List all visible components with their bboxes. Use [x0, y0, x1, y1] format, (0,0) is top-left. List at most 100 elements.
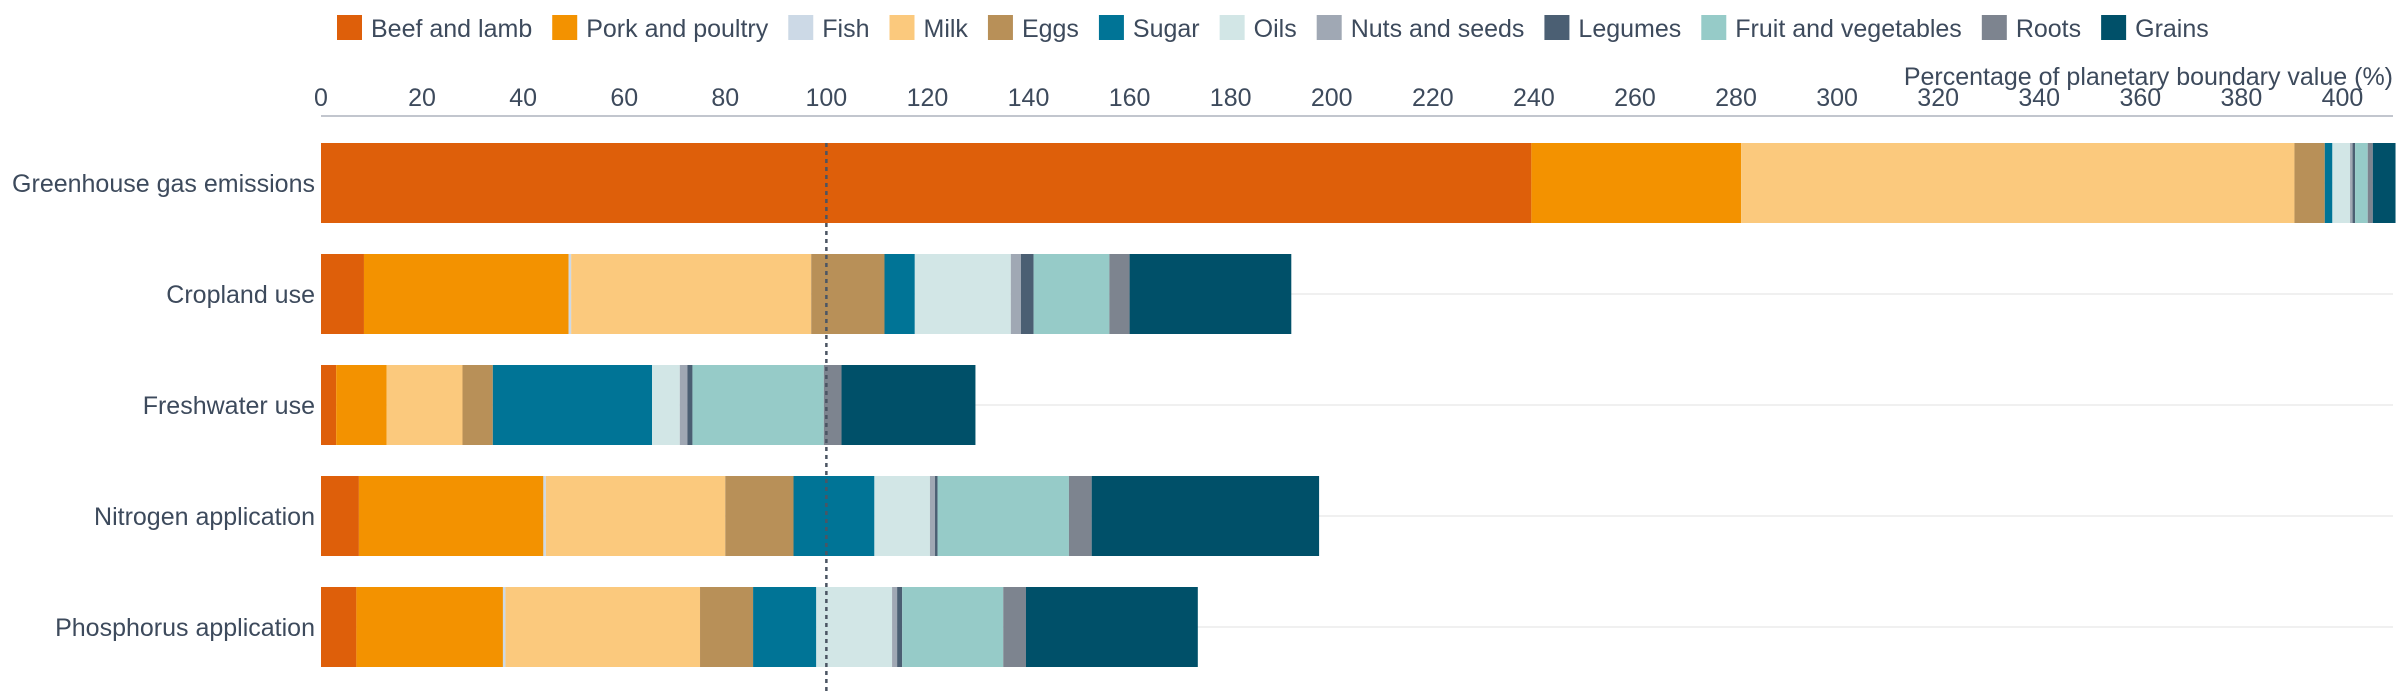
- legend-item-oils: Oils: [1219, 15, 1297, 43]
- bar-segment-nitrogen-application-oils: [874, 476, 930, 556]
- legend-swatch: [889, 15, 915, 40]
- x-tick-label-160: 160: [1109, 84, 1151, 112]
- bar-segment-freshwater-use-grains: [841, 365, 976, 445]
- bar-segment-cropland-use-pork-and-poultry: [363, 254, 569, 334]
- bar-cropland-use: [321, 254, 1292, 334]
- legend-swatch: [2101, 15, 2127, 40]
- legend-swatch: [1981, 15, 2007, 40]
- bar-segment-phosphorus-application-beef-and-lamb: [321, 587, 357, 667]
- x-tick-label-320: 320: [1917, 84, 1959, 112]
- bar-segment-cropland-use-roots: [1109, 254, 1130, 334]
- category-label-freshwater-use: Freshwater use: [143, 392, 315, 420]
- bar-segment-greenhouse-gas-emissions-legumes: [2352, 143, 2356, 223]
- x-axis: Percentage of planetary boundary value (…: [314, 63, 2393, 117]
- bar-segment-greenhouse-gas-emissions-roots: [2367, 143, 2373, 223]
- bar-segment-phosphorus-application-roots: [1003, 587, 1026, 667]
- bar-greenhouse-gas-emissions: [321, 143, 2396, 223]
- bar-segment-phosphorus-application-oils: [816, 587, 893, 667]
- bar-segment-nitrogen-application-nuts-and-seeds: [929, 476, 936, 556]
- bar-segment-cropland-use-fruit-and-vegetables: [1033, 254, 1110, 334]
- legend-item-fish: Fish: [788, 15, 870, 43]
- category-label-nitrogen-application: Nitrogen application: [94, 503, 315, 531]
- bar-segment-phosphorus-application-milk: [505, 587, 701, 667]
- legend-swatch: [1544, 15, 1570, 40]
- x-tick-label-360: 360: [2119, 84, 2161, 112]
- bar-segment-freshwater-use-legumes: [687, 365, 693, 445]
- bar-segment-nitrogen-application-pork-and-poultry: [358, 476, 544, 556]
- bar-segment-freshwater-use-fruit-and-vegetables: [692, 365, 824, 445]
- bar-segment-greenhouse-gas-emissions-oils: [2332, 143, 2351, 223]
- legend-swatch: [337, 15, 362, 40]
- x-tick-label-0: 0: [314, 84, 328, 112]
- x-tick-label-300: 300: [1816, 84, 1858, 112]
- bar-segment-freshwater-use-sugar: [492, 365, 653, 445]
- bar-segment-cropland-use-beef-and-lamb: [321, 254, 364, 334]
- legend-item-pork-and-poultry: Pork and poultry: [552, 15, 769, 43]
- legend-swatch: [1701, 15, 1727, 40]
- legend-label: Pork and poultry: [586, 15, 769, 43]
- bar-segment-phosphorus-application-nuts-and-seeds: [892, 587, 898, 667]
- bar-segment-cropland-use-oils: [914, 254, 1011, 334]
- legend-item-nuts-and-seeds: Nuts and seeds: [1316, 15, 1525, 43]
- category-label-cropland-use: Cropland use: [166, 281, 315, 309]
- legend-swatch: [1219, 15, 1245, 40]
- bar-nitrogen-application: [321, 476, 1320, 556]
- x-tick-label-120: 120: [907, 84, 949, 112]
- bar-segment-nitrogen-application-milk: [545, 476, 726, 556]
- bar-segment-freshwater-use-eggs: [462, 365, 493, 445]
- bar-segment-greenhouse-gas-emissions-grains: [2372, 143, 2396, 223]
- bar-segment-cropland-use-nuts-and-seeds: [1010, 254, 1021, 334]
- bar-segment-nitrogen-application-grains: [1091, 476, 1320, 556]
- bar-segment-cropland-use-grains: [1129, 254, 1292, 334]
- x-tick-label-340: 340: [2018, 84, 2060, 112]
- bar-segment-nitrogen-application-fruit-and-vegetables: [937, 476, 1069, 556]
- legend-swatch: [987, 15, 1013, 40]
- bar-segment-freshwater-use-nuts-and-seeds: [679, 365, 688, 445]
- bar-segment-nitrogen-application-eggs: [725, 476, 794, 556]
- bar-segment-phosphorus-application-fruit-and-vegetables: [902, 587, 1004, 667]
- bar-segment-cropland-use-legumes: [1020, 254, 1034, 334]
- legend-label: Eggs: [1022, 15, 1079, 43]
- x-tick-label-60: 60: [610, 84, 638, 112]
- bar-segment-greenhouse-gas-emissions-beef-and-lamb: [321, 143, 1532, 223]
- bar-segment-cropland-use-eggs: [811, 254, 885, 334]
- legend-label: Beef and lamb: [371, 15, 532, 43]
- bar-segment-greenhouse-gas-emissions-milk: [1741, 143, 2295, 223]
- x-tick-label-80: 80: [711, 84, 739, 112]
- legend-label: Oils: [1254, 15, 1297, 43]
- x-tick-label-200: 200: [1311, 84, 1353, 112]
- legend-item-fruit-and-vegetables: Fruit and vegetables: [1701, 15, 1962, 43]
- bar-segment-cropland-use-milk: [571, 254, 812, 334]
- legend-label: Nuts and seeds: [1351, 15, 1525, 43]
- legend-label: Sugar: [1133, 15, 1200, 43]
- legend-swatch: [552, 15, 578, 40]
- bar-segment-greenhouse-gas-emissions-pork-and-poultry: [1531, 143, 1742, 223]
- bar-segment-greenhouse-gas-emissions-sugar: [2324, 143, 2333, 223]
- x-tick-label-380: 380: [2221, 84, 2263, 112]
- x-tick-label-100: 100: [806, 84, 848, 112]
- legend-item-eggs: Eggs: [987, 15, 1079, 43]
- bar-segment-freshwater-use-pork-and-poultry: [336, 365, 387, 445]
- x-tick-label-180: 180: [1210, 84, 1252, 112]
- category-label-greenhouse-gas-emissions: Greenhouse gas emissions: [12, 170, 315, 198]
- legend-item-legumes: Legumes: [1544, 15, 1681, 43]
- x-tick-label-40: 40: [509, 84, 537, 112]
- legend-item-roots: Roots: [1981, 15, 2081, 43]
- bar-segment-nitrogen-application-roots: [1068, 476, 1092, 556]
- bar-segment-freshwater-use-beef-and-lamb: [321, 365, 337, 445]
- bar-segment-phosphorus-application-grains: [1025, 587, 1198, 667]
- bar-segment-nitrogen-application-sugar: [793, 476, 875, 556]
- x-axis-title: Percentage of planetary boundary value (…: [1904, 63, 2393, 91]
- bar-segment-greenhouse-gas-emissions-fruit-and-vegetables: [2355, 143, 2368, 223]
- x-tick-label-140: 140: [1008, 84, 1050, 112]
- legend-item-grains: Grains: [2101, 15, 2209, 43]
- bar-segment-phosphorus-application-fish: [502, 587, 506, 667]
- bar-segment-cropland-use-sugar: [884, 254, 915, 334]
- legend-label: Fish: [822, 15, 869, 43]
- x-tick-label-220: 220: [1412, 84, 1454, 112]
- legend-item-milk: Milk: [889, 15, 968, 43]
- category-label-phosphorus-application: Phosphorus application: [55, 614, 315, 642]
- bar-segment-greenhouse-gas-emissions-nuts-and-seeds: [2350, 143, 2353, 223]
- legend-swatch: [1316, 15, 1342, 40]
